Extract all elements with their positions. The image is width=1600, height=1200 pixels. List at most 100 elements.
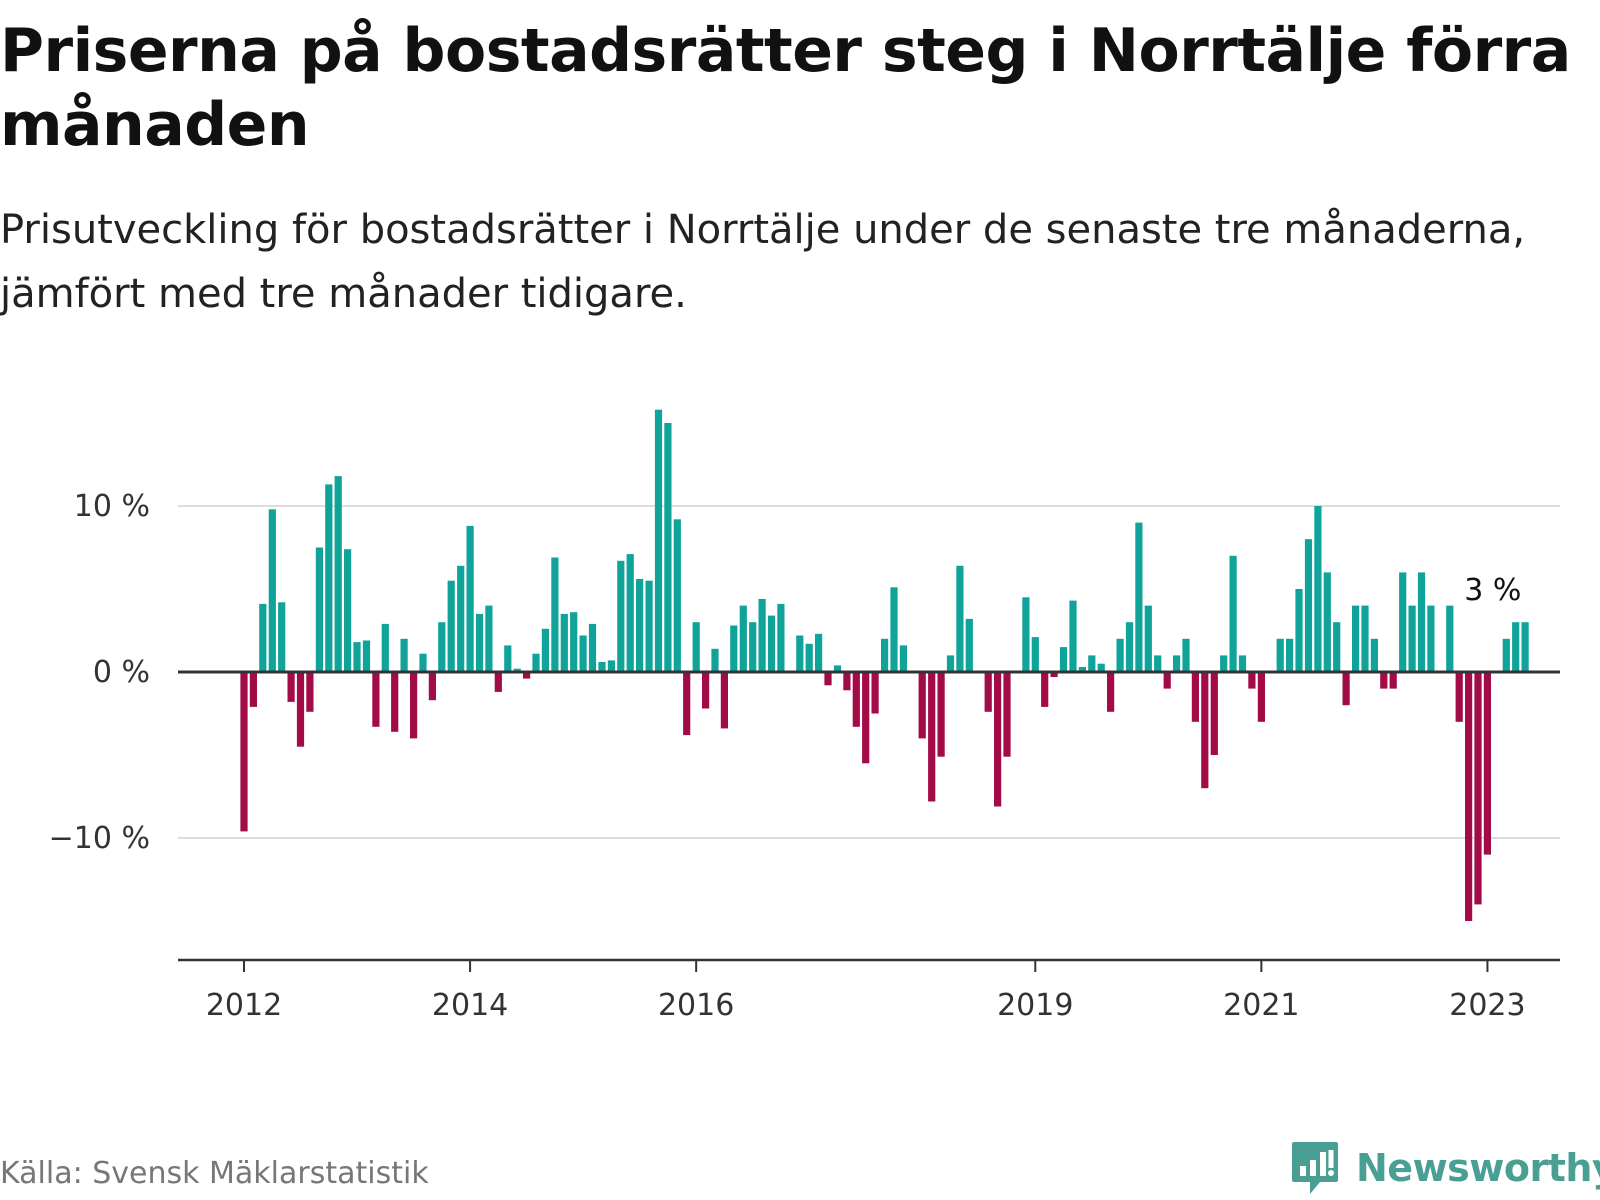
bar xyxy=(1088,655,1096,672)
bar xyxy=(1031,637,1039,672)
bar xyxy=(946,655,955,672)
bar xyxy=(730,625,738,672)
bar xyxy=(1408,605,1416,672)
chart-subtitle: Prisutveckling för bostadsrätter i Norrt… xyxy=(0,207,1526,317)
bar xyxy=(937,672,945,757)
bar xyxy=(1144,605,1152,672)
bar-chart: 10 % 0 % −10 % 2012 2014 2016 2019 2021 2023 3 % xyxy=(49,409,1560,1023)
bar xyxy=(1352,605,1360,672)
bar xyxy=(645,580,653,672)
bar xyxy=(494,672,502,692)
x-tick-label: 2012 xyxy=(206,988,282,1023)
bar xyxy=(654,409,663,672)
bar xyxy=(1380,672,1388,689)
bar xyxy=(1059,647,1068,672)
bar xyxy=(899,645,907,672)
bar xyxy=(1502,638,1510,672)
bar xyxy=(1342,672,1350,706)
bar xyxy=(824,672,832,686)
bar xyxy=(1107,672,1115,712)
bar xyxy=(334,476,342,672)
bar xyxy=(1069,600,1077,672)
bar xyxy=(984,672,992,712)
bar xyxy=(956,565,964,672)
bar xyxy=(1465,672,1473,921)
bar xyxy=(777,603,785,672)
bar xyxy=(664,423,672,672)
bar xyxy=(306,672,314,712)
bar xyxy=(570,612,578,672)
bar xyxy=(683,672,691,736)
bar xyxy=(1191,672,1199,722)
bar xyxy=(928,672,936,802)
bar xyxy=(588,623,597,672)
bar xyxy=(1041,672,1049,707)
bar xyxy=(1474,672,1482,905)
bar xyxy=(1229,555,1237,672)
newsworthy-logo: Newsworthy xyxy=(1290,1140,1600,1196)
bar xyxy=(296,672,305,747)
bar xyxy=(720,672,728,729)
bar xyxy=(1295,589,1303,672)
bar xyxy=(400,638,408,672)
bar xyxy=(1125,622,1134,672)
bar xyxy=(1220,655,1228,672)
bar xyxy=(965,618,973,672)
bar xyxy=(579,635,587,672)
bar xyxy=(475,613,484,672)
bar xyxy=(843,672,851,691)
bar xyxy=(749,622,757,672)
bar xyxy=(833,665,842,672)
bar xyxy=(1257,672,1265,722)
bar xyxy=(1163,672,1171,689)
x-tick-label: 2019 xyxy=(997,988,1073,1023)
bar xyxy=(1050,672,1058,677)
bar xyxy=(1286,638,1294,672)
bar xyxy=(1399,572,1407,672)
bar xyxy=(325,484,333,672)
bar-chart-bubble-icon xyxy=(1292,1142,1338,1194)
bar xyxy=(890,587,898,672)
bar xyxy=(673,519,681,672)
bar xyxy=(1521,622,1529,672)
bar xyxy=(240,672,248,832)
bar xyxy=(1097,663,1105,672)
labels: 10 % 0 % −10 % 2012 2014 2016 2019 2021 2023 3 % xyxy=(49,489,1526,1023)
bar xyxy=(994,672,1002,807)
bar xyxy=(1304,539,1313,672)
bar xyxy=(315,547,323,672)
bar xyxy=(1417,572,1426,672)
bar xyxy=(1248,672,1256,689)
bar xyxy=(918,672,926,739)
bar xyxy=(249,672,257,707)
bar xyxy=(871,672,879,714)
last-value-label: 3 % xyxy=(1464,573,1521,608)
bar xyxy=(1154,655,1162,672)
bar xyxy=(1314,506,1322,672)
bar xyxy=(815,633,823,672)
bar xyxy=(617,560,625,672)
bar xyxy=(598,662,606,672)
bar xyxy=(1389,672,1397,689)
source-note: Källa: Svensk Mäklarstatistik xyxy=(0,1156,429,1191)
bar xyxy=(1276,638,1284,672)
gridlines xyxy=(178,505,1560,839)
bar xyxy=(372,672,380,727)
y-tick-label: 10 % xyxy=(74,489,150,524)
bar xyxy=(702,672,710,709)
bar xyxy=(852,672,860,727)
x-tick-label: 2021 xyxy=(1223,988,1299,1023)
bars xyxy=(240,409,1529,921)
bar xyxy=(626,554,634,672)
bar xyxy=(711,648,719,672)
bar xyxy=(636,579,644,672)
bar xyxy=(1135,522,1143,672)
bar xyxy=(1182,638,1190,672)
bar xyxy=(541,628,549,672)
bar xyxy=(532,653,540,672)
bar xyxy=(1446,605,1454,672)
bar xyxy=(1210,672,1218,755)
chart-title: Priserna på bostadsrätter steg i Norrtäl… xyxy=(0,16,1571,160)
bar xyxy=(353,642,361,672)
x-tick-label: 2016 xyxy=(658,988,734,1023)
